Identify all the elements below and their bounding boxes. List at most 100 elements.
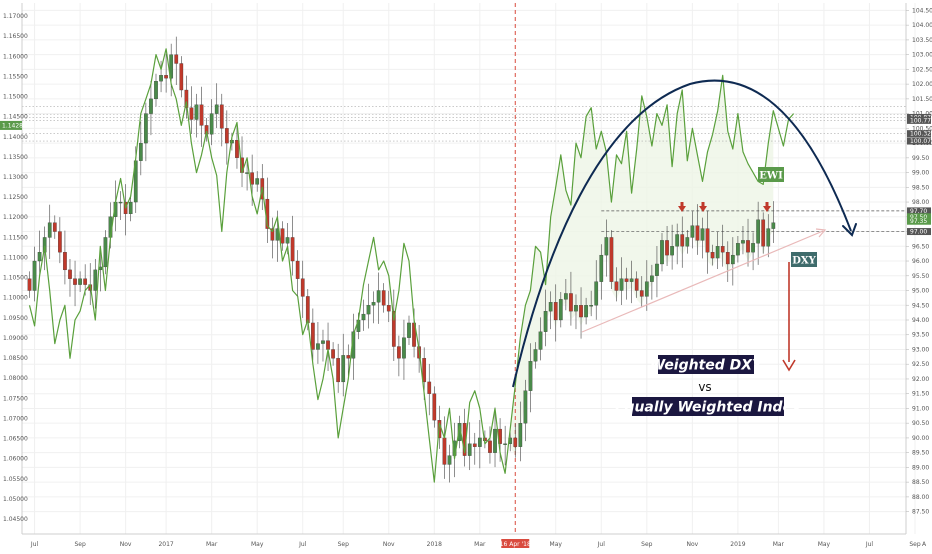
candle-body xyxy=(235,139,239,158)
candle-body xyxy=(543,310,548,332)
candle-body xyxy=(720,246,725,253)
left-tick-label: 1.12500 xyxy=(3,194,28,201)
candle-body xyxy=(83,278,88,285)
candle-body xyxy=(326,340,330,350)
candle-body xyxy=(224,128,229,144)
candle-body xyxy=(700,228,705,241)
candle-body xyxy=(746,240,750,253)
right-tick-label: 98.50 xyxy=(912,184,929,191)
candle-body xyxy=(447,455,452,465)
candle-body xyxy=(199,104,204,126)
candle-body xyxy=(736,243,740,256)
candle-body xyxy=(751,243,755,253)
candle-body xyxy=(37,252,42,262)
candle-body xyxy=(209,113,214,135)
candle-body xyxy=(381,290,386,306)
candle-body xyxy=(488,440,492,453)
candle-body xyxy=(650,275,654,282)
candle-body xyxy=(179,63,184,91)
event-date-label: 16 Apr '18 xyxy=(500,541,531,548)
candle-body xyxy=(472,443,477,447)
left-tick-label: 1.14500 xyxy=(3,114,28,121)
right-tick-label: 96.00 xyxy=(912,258,929,265)
candle-body xyxy=(675,234,680,247)
candle-body xyxy=(655,263,659,276)
left-tick-label: 1.16000 xyxy=(3,53,28,60)
right-price-box xyxy=(907,116,931,124)
right-tick-label: 102.00 xyxy=(912,81,932,88)
annotation-vs: vs xyxy=(698,380,711,394)
x-tick-label: Jul xyxy=(298,541,307,548)
candle-body xyxy=(32,260,37,291)
candle-body xyxy=(705,228,710,253)
candle-body xyxy=(432,393,437,421)
candle-body xyxy=(366,305,371,315)
drop-arrowhead xyxy=(782,359,796,372)
candle-body xyxy=(138,142,143,161)
right-tick-label: 92.00 xyxy=(912,376,929,383)
right-tick-label: 99.00 xyxy=(912,170,929,177)
candle-body xyxy=(164,75,168,79)
candle-body xyxy=(629,278,634,282)
candle-body xyxy=(245,172,249,174)
x-tick-label: May xyxy=(550,541,563,548)
candle-body xyxy=(270,228,275,241)
right-price-box xyxy=(907,137,931,145)
right-tick-label: 102.50 xyxy=(912,66,932,73)
candle-body xyxy=(68,269,72,279)
x-tick-label: 2017 xyxy=(158,541,173,548)
candle-body xyxy=(477,437,482,447)
candle-body xyxy=(533,349,538,362)
candle-body xyxy=(341,355,346,383)
candle-body xyxy=(680,234,685,247)
right-price-box xyxy=(907,213,931,221)
left-tick-label: 1.11000 xyxy=(3,254,28,261)
right-tick-label: 91.00 xyxy=(912,405,929,412)
ewi-series xyxy=(28,48,795,483)
drawings xyxy=(512,79,857,388)
right-tick-label: 104.00 xyxy=(912,22,932,29)
x-tick-label: Jul xyxy=(597,541,606,548)
left-tick-label: 1.13500 xyxy=(3,154,28,161)
candle-body xyxy=(361,313,366,321)
x-tick-label: Sep xyxy=(641,541,653,548)
candle-body xyxy=(346,355,351,359)
ewi-range-fill xyxy=(510,75,774,456)
left-tick-label: 1.14000 xyxy=(3,134,28,141)
candle-body xyxy=(214,104,219,114)
left-tick-label: 1.12000 xyxy=(3,214,28,221)
right-tick-label: 92.50 xyxy=(912,361,929,368)
candle-body xyxy=(503,443,507,445)
candle-body xyxy=(159,75,163,82)
annotation-title-line2: Equally Weighted Index xyxy=(615,400,802,416)
annotations: EWI DXY Weighted DXY vs Equally Weighted Ind… xyxy=(615,167,817,416)
candle-body xyxy=(624,278,629,282)
x-tick-label: Mar xyxy=(206,541,218,548)
dxy-tag: DXY xyxy=(792,256,816,267)
right-tick-label: 98.00 xyxy=(912,199,929,206)
candle-body xyxy=(184,89,189,108)
candle-body xyxy=(579,305,583,318)
trendline-arrowhead xyxy=(815,228,827,238)
candle-body xyxy=(255,178,260,185)
event-date-box xyxy=(501,539,530,548)
x-tick-label: Sep xyxy=(909,541,921,548)
candle-body xyxy=(710,252,715,259)
peak-down-arrow xyxy=(699,202,707,212)
candle-body xyxy=(730,254,735,265)
right-tick-label: 104.50 xyxy=(912,7,932,14)
candle-body xyxy=(219,104,224,129)
x-tick-label: Nov xyxy=(687,541,699,548)
left-tick-label: 1.06500 xyxy=(3,436,28,443)
candle-body xyxy=(589,305,594,307)
annotation-title2-box xyxy=(632,397,784,416)
candle-body xyxy=(715,246,720,259)
axis-end-mark: A xyxy=(922,541,927,548)
candle-body xyxy=(336,358,341,383)
candle-body xyxy=(290,237,295,262)
dxy-tag-box xyxy=(791,252,817,267)
right-price-box xyxy=(907,228,931,236)
candle-body xyxy=(594,281,599,306)
